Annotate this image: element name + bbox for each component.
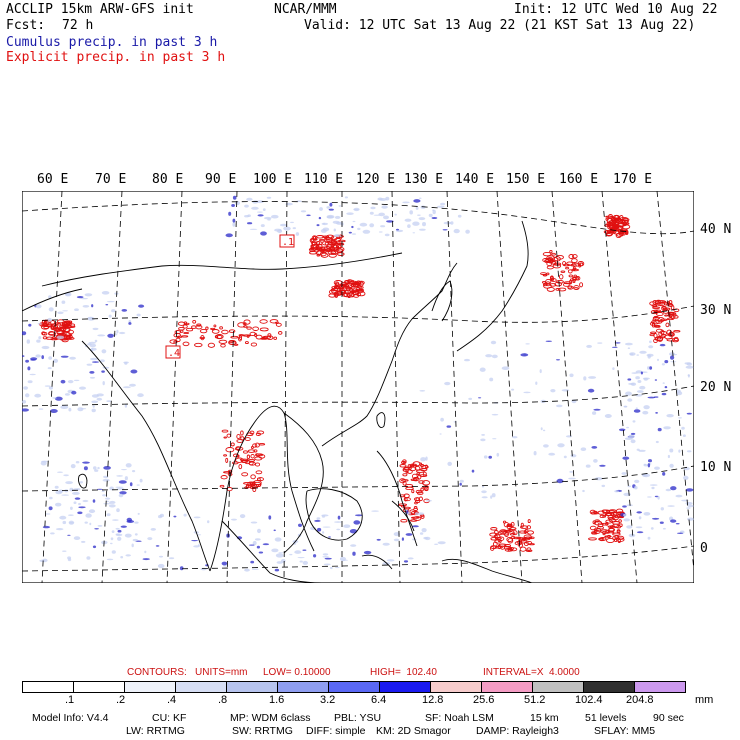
- model-pbl: PBL: YSU: [334, 712, 382, 724]
- precip-field: [22, 195, 694, 572]
- colorbar-tick-label: 1.6: [269, 694, 285, 706]
- lon-label: 80 E: [152, 172, 184, 187]
- model-cu: CU: KF: [152, 712, 187, 724]
- colorbar-swatch: [277, 681, 329, 693]
- colorbar-swatch: [430, 681, 482, 693]
- lat-label: 10 N: [700, 460, 732, 475]
- colorbar-swatch: [583, 681, 635, 693]
- max-marker-label: .4: [168, 348, 180, 359]
- model-version: Model Info: V4.4: [32, 712, 109, 724]
- lon-label: 110 E: [304, 172, 344, 187]
- product-title: ACCLIP 15km ARW-GFS init: [6, 2, 194, 17]
- contours-low: LOW= 0.10000: [263, 667, 331, 678]
- colorbar-tick-label: 204.8: [626, 694, 654, 706]
- lon-label: 70 E: [95, 172, 127, 187]
- colorbar-swatch: [532, 681, 584, 693]
- colorbar-swatch: [328, 681, 380, 693]
- max-marker-box: [279, 234, 295, 248]
- colorbar-swatch: [22, 681, 74, 693]
- contours-interval: INTERVAL=X 4.0000: [483, 667, 580, 678]
- contours-high: HIGH= 102.40: [370, 667, 437, 678]
- lon-label: 170 E: [613, 172, 653, 187]
- colorbar-tick-label: 6.4: [371, 694, 387, 706]
- model-diff: DIFF: simple: [306, 725, 366, 737]
- colorbar-units: mm: [695, 694, 714, 706]
- lon-label: 100 E: [253, 172, 293, 187]
- colorbar-tick-label: .2: [116, 694, 126, 706]
- model-km: KM: 2D Smagor: [376, 725, 451, 737]
- lon-label: 150 E: [506, 172, 546, 187]
- contours-units: UNITS=mm: [195, 667, 248, 678]
- max-marker-box: [165, 345, 181, 359]
- colorbar-swatch: [175, 681, 227, 693]
- init-time: Init: 12 UTC Wed 10 Aug 22: [514, 2, 718, 17]
- model-levels: 51 levels: [585, 712, 627, 724]
- colorbar-swatch: [226, 681, 278, 693]
- forecast-label: Fcst:: [6, 18, 46, 33]
- graticule: [22, 191, 694, 583]
- lon-label: 160 E: [559, 172, 599, 187]
- lon-label: 140 E: [455, 172, 495, 187]
- model-lw: LW: RRTMG: [126, 725, 185, 737]
- colorbar-swatch: [124, 681, 176, 693]
- explicit-legend: Explicit precip. in past 3 h: [6, 50, 226, 65]
- colorbar-swatch: [634, 681, 686, 693]
- colorbar-tick-label: 25.6: [473, 694, 495, 706]
- contours-label: CONTOURS:: [127, 667, 187, 678]
- colorbar-tick-label: .8: [218, 694, 228, 706]
- colorbar-tick-label: .4: [167, 694, 177, 706]
- colorbar-tick-label: 102.4: [575, 694, 603, 706]
- lon-label: 130 E: [404, 172, 444, 187]
- valid-time: Valid: 12 UTC Sat 13 Aug 22 (21 KST Sat …: [304, 18, 696, 33]
- colorbar-tick-label: 51.2: [524, 694, 546, 706]
- colorbar-swatch: [379, 681, 431, 693]
- model-damp: DAMP: Rayleigh3: [476, 725, 559, 737]
- lon-label: 120 E: [356, 172, 396, 187]
- lat-label: 30 N: [700, 303, 732, 318]
- colorbar-swatch: [73, 681, 125, 693]
- model-sf: SF: Noah LSM: [425, 712, 494, 724]
- lon-label: 90 E: [205, 172, 237, 187]
- colorbar-tick-label: 3.2: [320, 694, 336, 706]
- forecast-hour: 72 h: [62, 18, 94, 33]
- lat-label: 0: [700, 541, 708, 556]
- colorbar-swatch: [481, 681, 533, 693]
- model-mp: MP: WDM 6class: [230, 712, 311, 724]
- model-sw: SW: RRTMG: [232, 725, 293, 737]
- model-timestep: 90 sec: [653, 712, 684, 724]
- max-marker-label: .1: [282, 237, 294, 248]
- lon-label: 60 E: [37, 172, 69, 187]
- organization-label: NCAR/MMM: [274, 2, 337, 17]
- precip-map: .1 .4: [22, 191, 694, 583]
- model-sflay: SFLAY: MM5: [594, 725, 656, 737]
- model-resolution: 15 km: [530, 712, 559, 724]
- cumulus-legend: Cumulus precip. in past 3 h: [6, 35, 218, 50]
- lat-label: 40 N: [700, 222, 732, 237]
- colorbar-tick-label: .1: [65, 694, 75, 706]
- colorbar: [22, 681, 686, 693]
- colorbar-tick-label: 12.8: [422, 694, 444, 706]
- lat-label: 20 N: [700, 380, 732, 395]
- coastlines: [22, 220, 533, 583]
- map-frame: [22, 191, 694, 583]
